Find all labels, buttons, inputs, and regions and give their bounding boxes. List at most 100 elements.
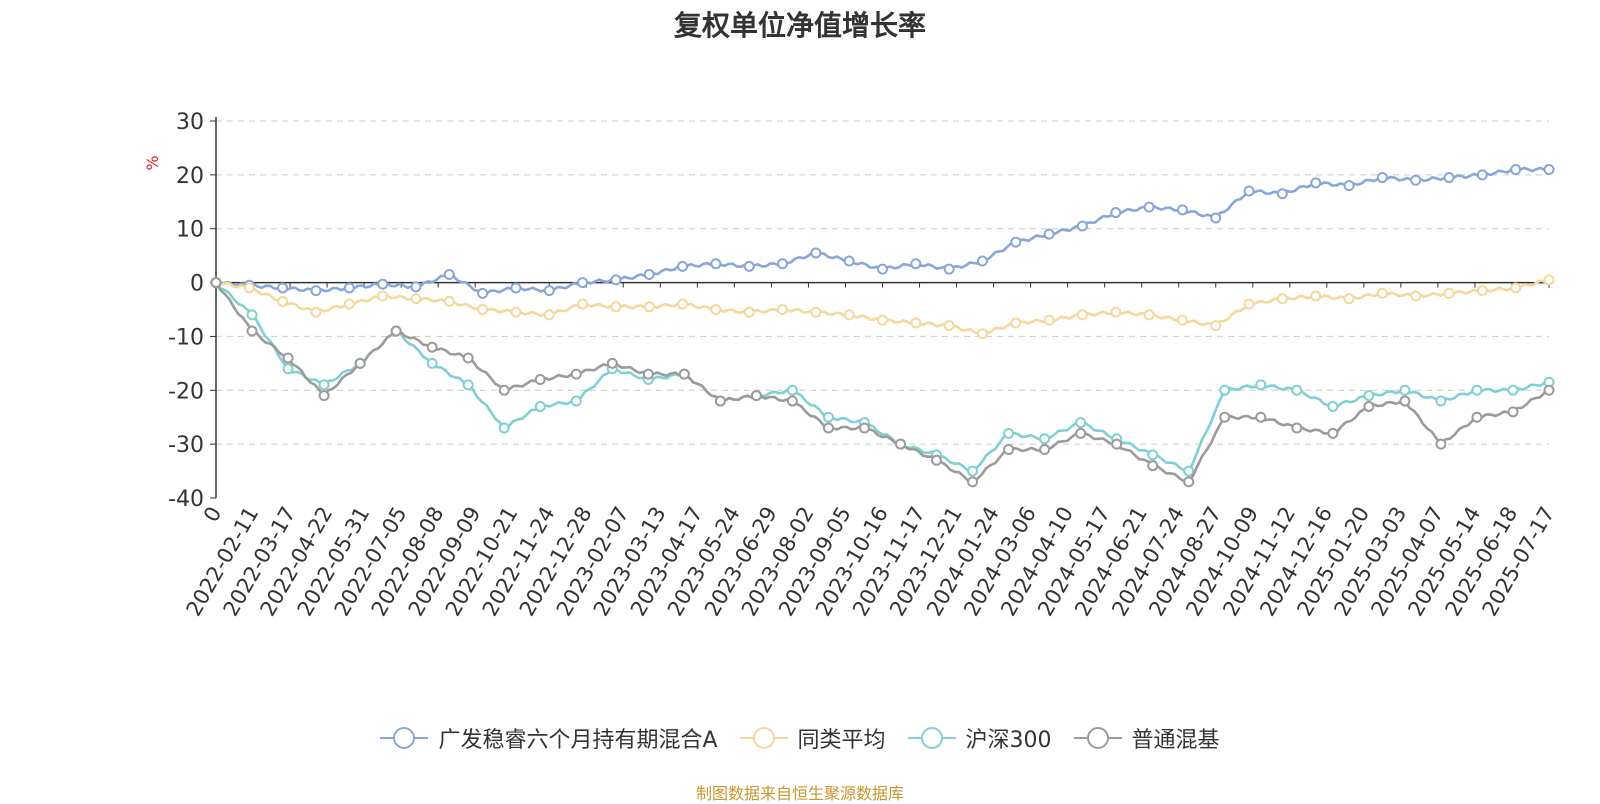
data-point [1003, 427, 1015, 439]
data-point [510, 306, 522, 318]
data-point [534, 374, 546, 386]
legend-item[interactable]: 普通混基 [1073, 722, 1220, 754]
y-tick-label: 0 [190, 272, 204, 297]
data-point [677, 298, 689, 310]
data-point [843, 309, 855, 321]
data-point [1435, 395, 1447, 407]
data-point [1210, 320, 1222, 332]
source-note: 制图数据来自恒生聚源数据库 [695, 784, 904, 803]
data-point [1510, 163, 1522, 175]
data-point [343, 282, 355, 294]
data-point [910, 317, 922, 329]
data-point [895, 438, 907, 450]
data-point [1110, 207, 1122, 219]
legend-marker-icon [739, 727, 788, 749]
data-point [1376, 172, 1388, 184]
data-point [1043, 228, 1055, 240]
data-point [1310, 177, 1322, 189]
data-point [1003, 444, 1015, 456]
data-point [1076, 220, 1088, 232]
y-tick-label: 30 [176, 110, 204, 135]
data-point [1399, 384, 1411, 396]
data-point [1111, 438, 1123, 450]
data-point [743, 306, 755, 318]
data-point [426, 341, 438, 353]
data-point [1476, 285, 1488, 297]
data-point [943, 320, 955, 332]
data-point [1043, 314, 1055, 326]
data-point [750, 390, 762, 402]
data-point [277, 282, 289, 294]
x-tick-label: 0 [199, 503, 226, 527]
data-point [318, 379, 330, 391]
data-point [1243, 298, 1255, 310]
data-point [910, 258, 922, 270]
data-point [877, 263, 888, 275]
data-point [390, 325, 402, 337]
data-point [577, 277, 589, 289]
data-point [1075, 417, 1087, 429]
legend-label: 普通混基 [1131, 728, 1220, 753]
data-point [282, 363, 294, 375]
data-point [1327, 400, 1339, 412]
data-point [610, 274, 622, 286]
data-point [510, 282, 522, 294]
y-tick-label: 10 [176, 218, 204, 243]
data-point [1510, 282, 1522, 294]
legend-item[interactable]: 同类平均 [739, 722, 886, 754]
chart-title: 复权单位净值增长率 [673, 9, 926, 42]
data-point [1276, 293, 1288, 305]
tick-labels: 3020100-10-20-30-40%02022-02-112022-03-1… [143, 110, 1559, 620]
data-point [643, 301, 655, 313]
data-point [1143, 201, 1155, 213]
data-point [777, 258, 789, 270]
data-point [743, 260, 755, 272]
data-point [1327, 427, 1339, 439]
data-point [786, 384, 798, 396]
data-point [810, 306, 822, 318]
data-point [570, 395, 582, 407]
legend: 广发稳睿六个月持有期混合A 同类平均 沪深300 普通混基 [0, 722, 1600, 754]
legend-item[interactable]: 沪深300 [907, 722, 1052, 754]
data-point [477, 287, 489, 299]
data-point [1183, 465, 1195, 477]
data-point [443, 268, 455, 280]
data-point [931, 454, 943, 466]
data-point [822, 411, 834, 423]
legend-marker-icon [907, 727, 956, 749]
data-point [1343, 293, 1355, 305]
data-point [1471, 411, 1483, 423]
data-point [1075, 427, 1087, 439]
data-point [943, 263, 955, 275]
y-tick-label: -40 [168, 487, 204, 512]
data-point [976, 328, 988, 340]
data-point [606, 357, 618, 369]
legend-item[interactable]: 广发稳睿六个月持有期混合A [380, 722, 718, 754]
line-chart: 3020100-10-20-30-40%02022-02-112022-03-1… [143, 110, 1559, 620]
legend-label: 广发稳睿六个月持有期混合A [438, 728, 718, 753]
data-point [246, 309, 258, 321]
data-point [282, 352, 294, 364]
data-point [1291, 384, 1303, 396]
data-point [843, 255, 855, 267]
data-point [577, 298, 589, 310]
data-point [610, 301, 622, 313]
data-point [318, 390, 330, 402]
data-point [877, 314, 888, 326]
data-point [642, 368, 654, 380]
y-tick-label: -20 [168, 379, 204, 404]
series-line [214, 281, 1550, 473]
data-point [1376, 287, 1388, 299]
data-point [1110, 306, 1122, 318]
series-line [214, 281, 1550, 484]
data-point [1143, 309, 1155, 321]
data-point [1176, 204, 1188, 216]
data-point [462, 352, 474, 364]
legend-marker-icon [380, 727, 429, 749]
data-point [976, 255, 988, 267]
data-point [810, 247, 822, 259]
data-point [443, 295, 455, 307]
data-point [1255, 379, 1267, 391]
data-point [1543, 384, 1555, 396]
data-point [534, 400, 546, 412]
